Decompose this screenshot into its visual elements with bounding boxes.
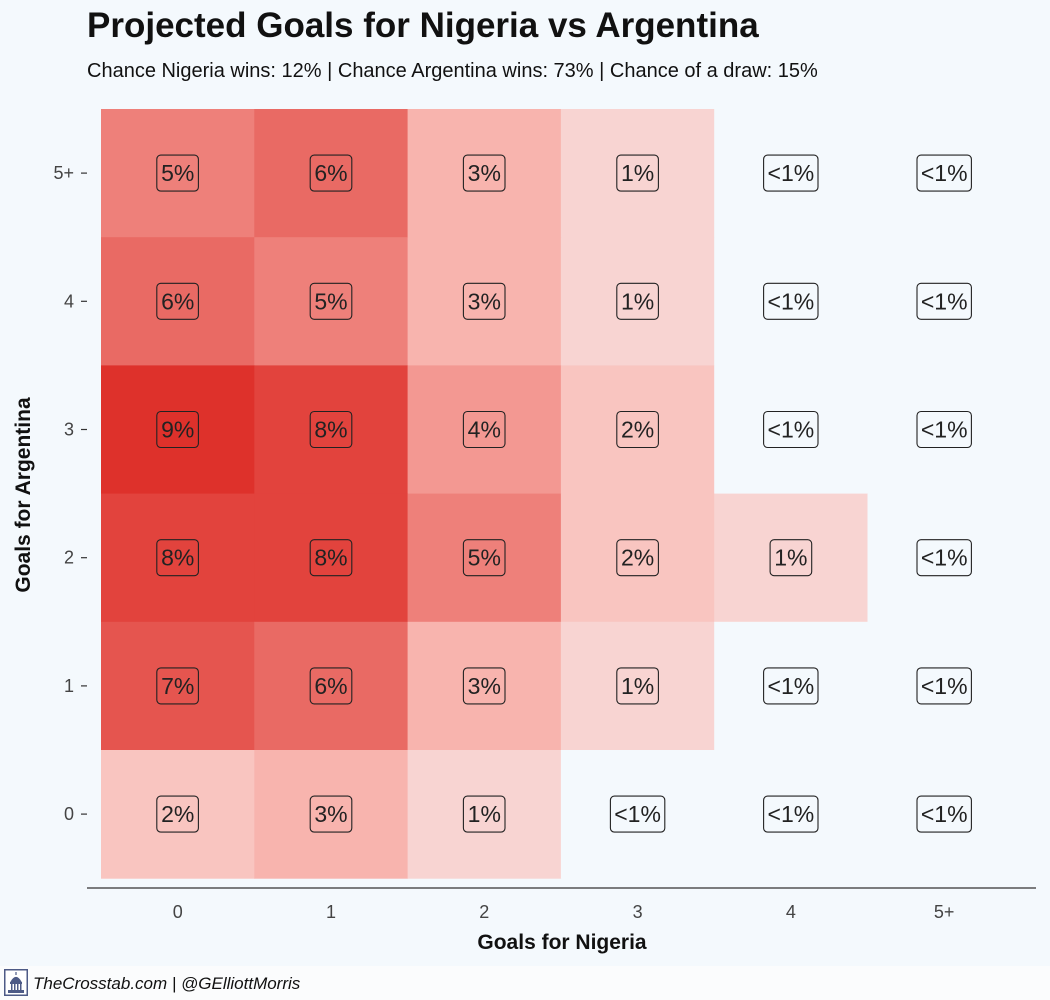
cell-label-box bbox=[769, 539, 813, 577]
cell-label: 2% bbox=[161, 801, 194, 827]
cell-label-box bbox=[309, 154, 353, 192]
cell-label-box bbox=[763, 154, 819, 192]
cell-label-box bbox=[156, 539, 199, 577]
cell-label-box bbox=[609, 795, 666, 833]
y-tick-label: 3 bbox=[64, 420, 74, 440]
cell-label-box bbox=[916, 539, 972, 577]
cell-label-box bbox=[616, 154, 659, 192]
cell-label-box bbox=[616, 410, 659, 449]
cell-label-box bbox=[616, 539, 659, 577]
cell-label: <1% bbox=[768, 417, 815, 443]
cell-label-box bbox=[462, 410, 506, 449]
cell-label: 1% bbox=[621, 288, 654, 314]
cell-label-box bbox=[309, 282, 353, 320]
cell-label: <1% bbox=[768, 160, 815, 186]
cell-label-box bbox=[616, 282, 659, 320]
cell-label-box bbox=[309, 410, 353, 449]
cell-label: <1% bbox=[614, 801, 661, 827]
cell-label: <1% bbox=[768, 801, 815, 827]
cell-label-box bbox=[916, 282, 972, 320]
footer-credit: TheCrosstab.com | @GElliottMorris bbox=[33, 974, 301, 993]
cell-label: 3% bbox=[314, 801, 347, 827]
y-axis-title: Goals for Argentina bbox=[12, 397, 35, 593]
cell-label: <1% bbox=[921, 545, 968, 571]
cell-label: 4% bbox=[468, 417, 501, 443]
y-tick-label: 1 bbox=[64, 676, 74, 696]
cell-label-box bbox=[156, 795, 199, 833]
cell-label-box bbox=[916, 795, 972, 833]
cell-label: 2% bbox=[621, 545, 654, 571]
cell-label: 6% bbox=[161, 288, 194, 314]
cell-label-box bbox=[462, 667, 506, 705]
cell-label: 8% bbox=[314, 545, 347, 571]
chart-title: Projected Goals for Nigeria vs Argentina bbox=[87, 6, 759, 45]
cell-label: 5% bbox=[161, 160, 194, 186]
y-tick-label: 2 bbox=[64, 548, 74, 568]
y-tick-label: 4 bbox=[64, 291, 74, 311]
cell-label: 1% bbox=[621, 160, 654, 186]
cell-label: 3% bbox=[468, 673, 501, 699]
x-tick-label: 5+ bbox=[934, 902, 955, 922]
cell-label-box bbox=[763, 282, 819, 320]
cell-label-box bbox=[462, 539, 506, 577]
cell-label-box bbox=[916, 667, 972, 705]
cell-label-box bbox=[462, 282, 506, 320]
cell-label: 1% bbox=[621, 673, 654, 699]
x-axis-title: Goals for Nigeria bbox=[477, 931, 647, 954]
cell-label-box bbox=[156, 154, 199, 192]
cell-label: 8% bbox=[161, 545, 194, 571]
cell-label-box bbox=[763, 795, 819, 833]
cell-label-box bbox=[156, 410, 199, 449]
capitol-dome-icon bbox=[4, 969, 28, 996]
cell-label-box bbox=[916, 154, 972, 192]
cell-label: 9% bbox=[161, 417, 194, 443]
y-tick-label: 0 bbox=[64, 804, 74, 824]
cell-label: <1% bbox=[768, 288, 815, 314]
cell-label-box bbox=[462, 795, 506, 833]
cell-label-box bbox=[916, 410, 972, 449]
cell-label-box bbox=[462, 154, 506, 192]
cell-label: 5% bbox=[314, 288, 347, 314]
cell-label: 1% bbox=[468, 801, 501, 827]
cell-label: 3% bbox=[468, 160, 501, 186]
cell-label: 2% bbox=[621, 417, 654, 443]
heatmap-chart: 5% 6% 3% 1% <1% <1% 6% 5% 3% 1% <1% <1% 9% 8% 4% 2% <1% <… bbox=[12, 109, 1036, 954]
cell-label: <1% bbox=[768, 673, 815, 699]
cell-label-box bbox=[156, 667, 199, 705]
x-tick-label: 4 bbox=[786, 902, 796, 922]
cell-label: <1% bbox=[921, 417, 968, 443]
cell-label-box bbox=[763, 667, 819, 705]
cell-label-box bbox=[616, 667, 659, 705]
cell-label-box bbox=[763, 410, 819, 449]
cell-label: 7% bbox=[161, 673, 194, 699]
cell-label-box bbox=[309, 667, 353, 705]
cell-label: 6% bbox=[314, 160, 347, 186]
cell-label: <1% bbox=[921, 288, 968, 314]
cell-label: <1% bbox=[921, 673, 968, 699]
cell-label: <1% bbox=[921, 801, 968, 827]
cell-label-box bbox=[309, 539, 353, 577]
x-tick-label: 3 bbox=[633, 902, 643, 922]
x-tick-label: 1 bbox=[326, 902, 336, 922]
x-tick-label: 0 bbox=[173, 902, 183, 922]
cell-label: 5% bbox=[468, 545, 501, 571]
cell-label: 1% bbox=[774, 545, 807, 571]
cell-label: 3% bbox=[468, 288, 501, 314]
cell-label: 6% bbox=[314, 673, 347, 699]
cell-label: 8% bbox=[314, 417, 347, 443]
footer: TheCrosstab.com | @GElliottMorris bbox=[0, 966, 1050, 1000]
chart-subtitle: Chance Nigeria wins: 12% | Chance Argent… bbox=[87, 60, 818, 82]
cell-label-box bbox=[309, 795, 353, 833]
cell-label-box bbox=[156, 282, 199, 320]
x-tick-label: 2 bbox=[479, 902, 489, 922]
y-tick-label: 5+ bbox=[53, 163, 74, 183]
cell-label: <1% bbox=[921, 160, 968, 186]
